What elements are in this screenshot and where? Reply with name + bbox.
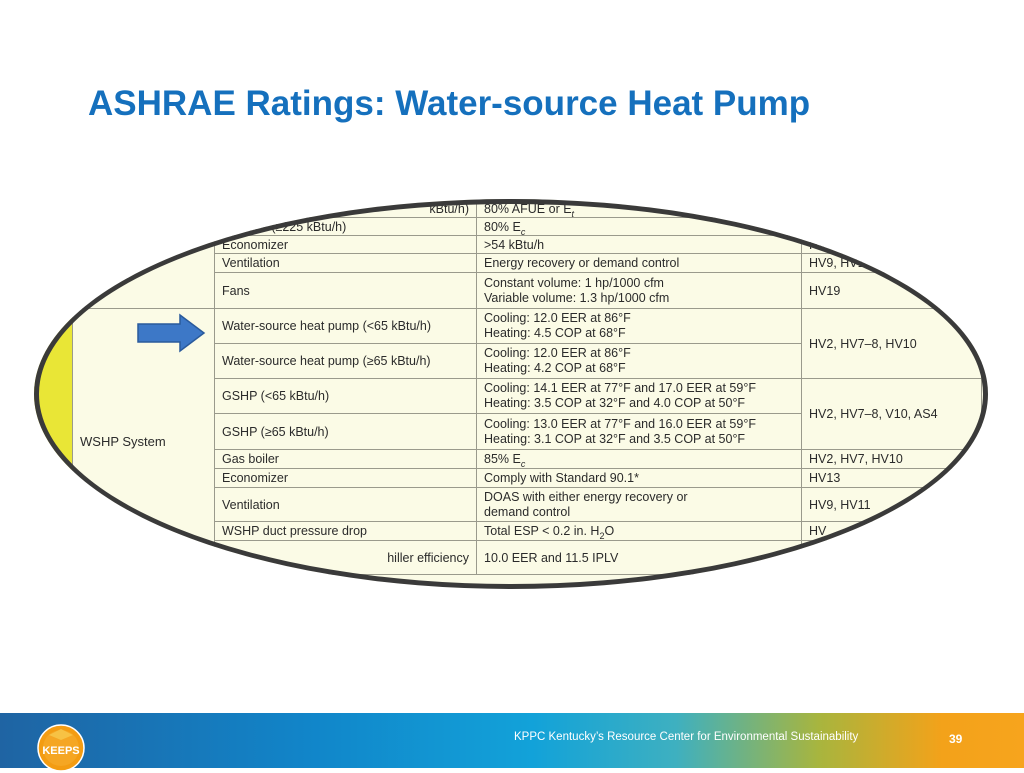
system-label: WSHP System: [72, 308, 215, 575]
item-cell: Economizer: [214, 468, 477, 488]
item-cell: GSHP (≥65 kBtu/h): [214, 413, 477, 450]
table-row: WSHP System Water-source heat pump (<65 …: [34, 308, 982, 575]
recommendation-cell: 80% AFUE or Et: [476, 199, 802, 218]
item-cell: Furnace (≥225 kBtu/h): [214, 217, 477, 236]
svg-text:KEEPS: KEEPS: [42, 745, 79, 757]
ashrae-ratings-table: kBtu/h) 80% AFUE or Et Furnace (≥225 kBt…: [34, 199, 982, 575]
recommendation-cell: Comply with Standard 90.1*: [476, 468, 802, 488]
recommendation-cell: Cooling: 13.0 EER at 77°F and 16.0 EER a…: [476, 413, 802, 450]
table-excerpt-oval: kBtu/h) 80% AFUE or Et Furnace (≥225 kBt…: [34, 199, 988, 589]
page-number: 39: [949, 732, 963, 746]
reference-cell: HV13: [801, 468, 982, 488]
recommendation-cell: DOAS with either energy recovery or dema…: [476, 487, 802, 522]
reference-cell: HV: [801, 521, 982, 541]
item-cell: Ventilation: [214, 253, 477, 273]
reference-cell: [801, 217, 982, 236]
item-cell: Water-source heat pump (<65 kBtu/h): [214, 308, 477, 344]
reference-cell: HV9, HV1: [801, 253, 982, 273]
item-cell: GSHP (<65 kBtu/h): [214, 378, 477, 414]
reference-cell: HV19: [801, 272, 982, 309]
recommendation-cell: Constant volume: 1 hp/1000 cfm Variable …: [476, 272, 802, 309]
table-row: Fans Constant volume: 1 hp/1000 cfm Vari…: [34, 272, 982, 309]
recommendation-cell: Cooling: 12.0 EER at 86°F Heating: 4.5 C…: [476, 308, 802, 344]
table-row: Water-source heat pump (≥65 kBtu/h) Cool…: [34, 343, 982, 379]
reference-cell: HV: [801, 235, 982, 254]
item-cell: Water-source heat pump (≥65 kBtu/h): [214, 343, 477, 379]
item-cell: hiller efficiency: [214, 540, 477, 575]
recommendation-cell: >54 kBtu/h: [476, 235, 802, 254]
recommendation-cell: 80% Ec: [476, 217, 802, 236]
table-row: WSHP duct pressure drop Total ESP < 0.2 …: [34, 521, 982, 541]
reference-cell: [801, 540, 982, 575]
table-row: hiller efficiency 10.0 EER and 11.5 IPLV: [34, 540, 982, 575]
item-cell: kBtu/h): [214, 199, 477, 218]
item-cell: Economizer: [214, 235, 477, 254]
reference-cell: HV2, HV7–8, V10, AS4: [801, 378, 982, 450]
reference-cell: HV2, HV7, HV10: [801, 449, 982, 469]
right-arrow-icon: [137, 313, 206, 353]
recommendation-cell: Cooling: 12.0 EER at 86°F Heating: 4.2 C…: [476, 343, 802, 379]
reference-cell: HV2, HV7–8, HV10: [801, 308, 982, 379]
recommendation-cell: Total ESP < 0.2 in. H2O: [476, 521, 802, 541]
table-row: GSHP (<65 kBtu/h) Cooling: 14.1 EER at 7…: [34, 378, 982, 450]
item-cell: Fans: [214, 272, 477, 309]
table-row: kBtu/h) 80% AFUE or Et: [34, 199, 982, 218]
reference-cell: [801, 199, 982, 218]
section-color-strip: [34, 308, 73, 575]
footer-bar: KEEPS KPPC Kentucky’s Resource Center fo…: [0, 713, 1024, 772]
table-row: Ventilation Energy recovery or demand co…: [34, 253, 982, 273]
recommendation-cell: Cooling: 14.1 EER at 77°F and 17.0 EER a…: [476, 378, 802, 414]
recommendation-cell: 10.0 EER and 11.5 IPLV: [476, 540, 802, 575]
item-cell: Gas boiler: [214, 449, 477, 469]
item-cell: Ventilation: [214, 487, 477, 522]
keeps-logo: KEEPS: [37, 724, 85, 772]
slide-title: ASHRAE Ratings: Water-source Heat Pump: [88, 84, 811, 123]
table-row: Economizer Comply with Standard 90.1* HV…: [34, 468, 982, 488]
recommendation-cell: Energy recovery or demand control: [476, 253, 802, 273]
item-cell: WSHP duct pressure drop: [214, 521, 477, 541]
reference-cell: HV9, HV11: [801, 487, 982, 522]
footer-organization: KPPC Kentucky’s Resource Center for Envi…: [514, 731, 859, 743]
recommendation-cell: 85% Ec: [476, 449, 802, 469]
table-row: GSHP (≥65 kBtu/h) Cooling: 13.0 EER at 7…: [34, 413, 982, 450]
